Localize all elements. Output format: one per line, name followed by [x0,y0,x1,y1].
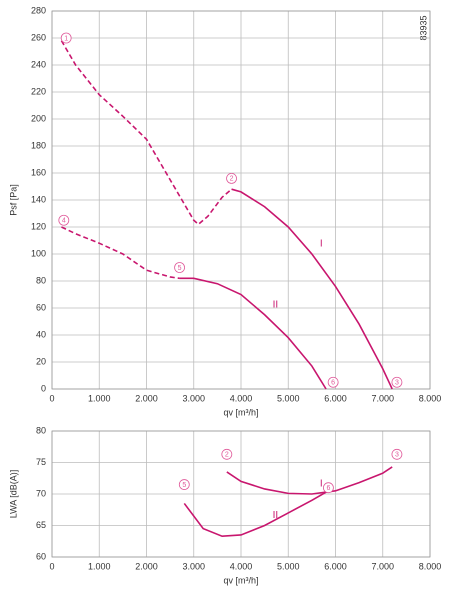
point-marker [178,479,190,490]
x-tick-label: 8.000 [419,393,442,403]
point-marker [60,32,72,44]
y-tick-label: 20 [36,356,46,366]
y-tick-label: 65 [36,520,46,530]
x-tick-label: 4.000 [230,561,253,571]
y-tick-label: 220 [31,86,46,96]
curve [61,226,180,280]
x-tick-label: 7.000 [371,393,394,403]
point-label: 2 [225,452,229,459]
figure-code: 83935 [418,15,428,40]
curve [60,40,233,226]
x-tick-label: 7.000 [371,561,394,571]
y-tick-label: 100 [31,248,46,258]
y-tick-label: 75 [36,457,46,467]
point-marker [58,214,70,226]
y-tick-label: 200 [31,113,46,123]
y-tick-label: 240 [31,59,46,69]
curve [183,490,329,538]
curve-label: II [273,299,279,310]
x-tick-label: 5.000 [277,393,300,403]
x-tick-label: 3.000 [182,393,205,403]
y-tick-label: 0 [41,383,46,393]
point-marker [174,262,185,273]
x-tick-label: 1.000 [88,561,111,571]
x-tick-label: 2.000 [135,393,158,403]
y-tick-label: 260 [31,32,46,42]
x-tick-label: 5.000 [277,561,300,571]
y-tick-label: 280 [31,5,46,15]
curve-label: II [273,510,279,521]
curve-label: I [320,239,323,250]
x-tick-label: 2.000 [135,561,158,571]
x-tick-label: 0 [49,393,54,403]
x-axis-label: qv [m³/h] [223,575,258,585]
x-tick-label: 4.000 [230,393,253,403]
point-label: 6 [326,485,330,492]
y-tick-label: 60 [36,551,46,561]
y-tick-label: 180 [31,140,46,150]
x-tick-label: 3.000 [182,561,205,571]
x-tick-label: 8.000 [419,561,442,571]
y-tick-label: 40 [36,329,46,339]
point-label: 2 [230,176,234,183]
y-tick-label: 160 [31,167,46,177]
y-axis-label: Psf [Pa] [8,184,18,216]
y-axis-label: LWA [dB(A)] [8,470,18,519]
y-tick-label: 140 [31,194,46,204]
curve [226,466,393,495]
y-tick-label: 70 [36,488,46,498]
point-label: 5 [178,265,182,272]
x-tick-label: 0 [49,561,54,571]
point-label: 5 [182,482,186,489]
point-marker [323,482,334,494]
y-tick-label: 60 [36,302,46,312]
point-label: 4 [62,218,66,225]
x-tick-label: 6.000 [324,393,347,403]
point-marker [391,376,403,388]
point-label: 1 [64,35,68,42]
y-tick-label: 80 [36,425,46,435]
curve-label: I [320,479,323,490]
x-axis-label: qv [m³/h] [223,407,258,417]
plot-frame [51,430,431,558]
curve [231,188,393,390]
point-marker [327,376,339,388]
point-label: 3 [395,380,399,387]
point-marker [391,448,403,460]
point-label: 6 [331,380,335,387]
plot-frame [51,10,431,390]
y-tick-label: 80 [36,275,46,285]
x-tick-label: 6.000 [324,561,347,571]
point-label: 3 [395,452,399,459]
curve [179,277,327,390]
x-tick-label: 1.000 [88,393,111,403]
point-marker [226,172,237,184]
point-marker [221,448,233,460]
y-tick-label: 120 [31,221,46,231]
